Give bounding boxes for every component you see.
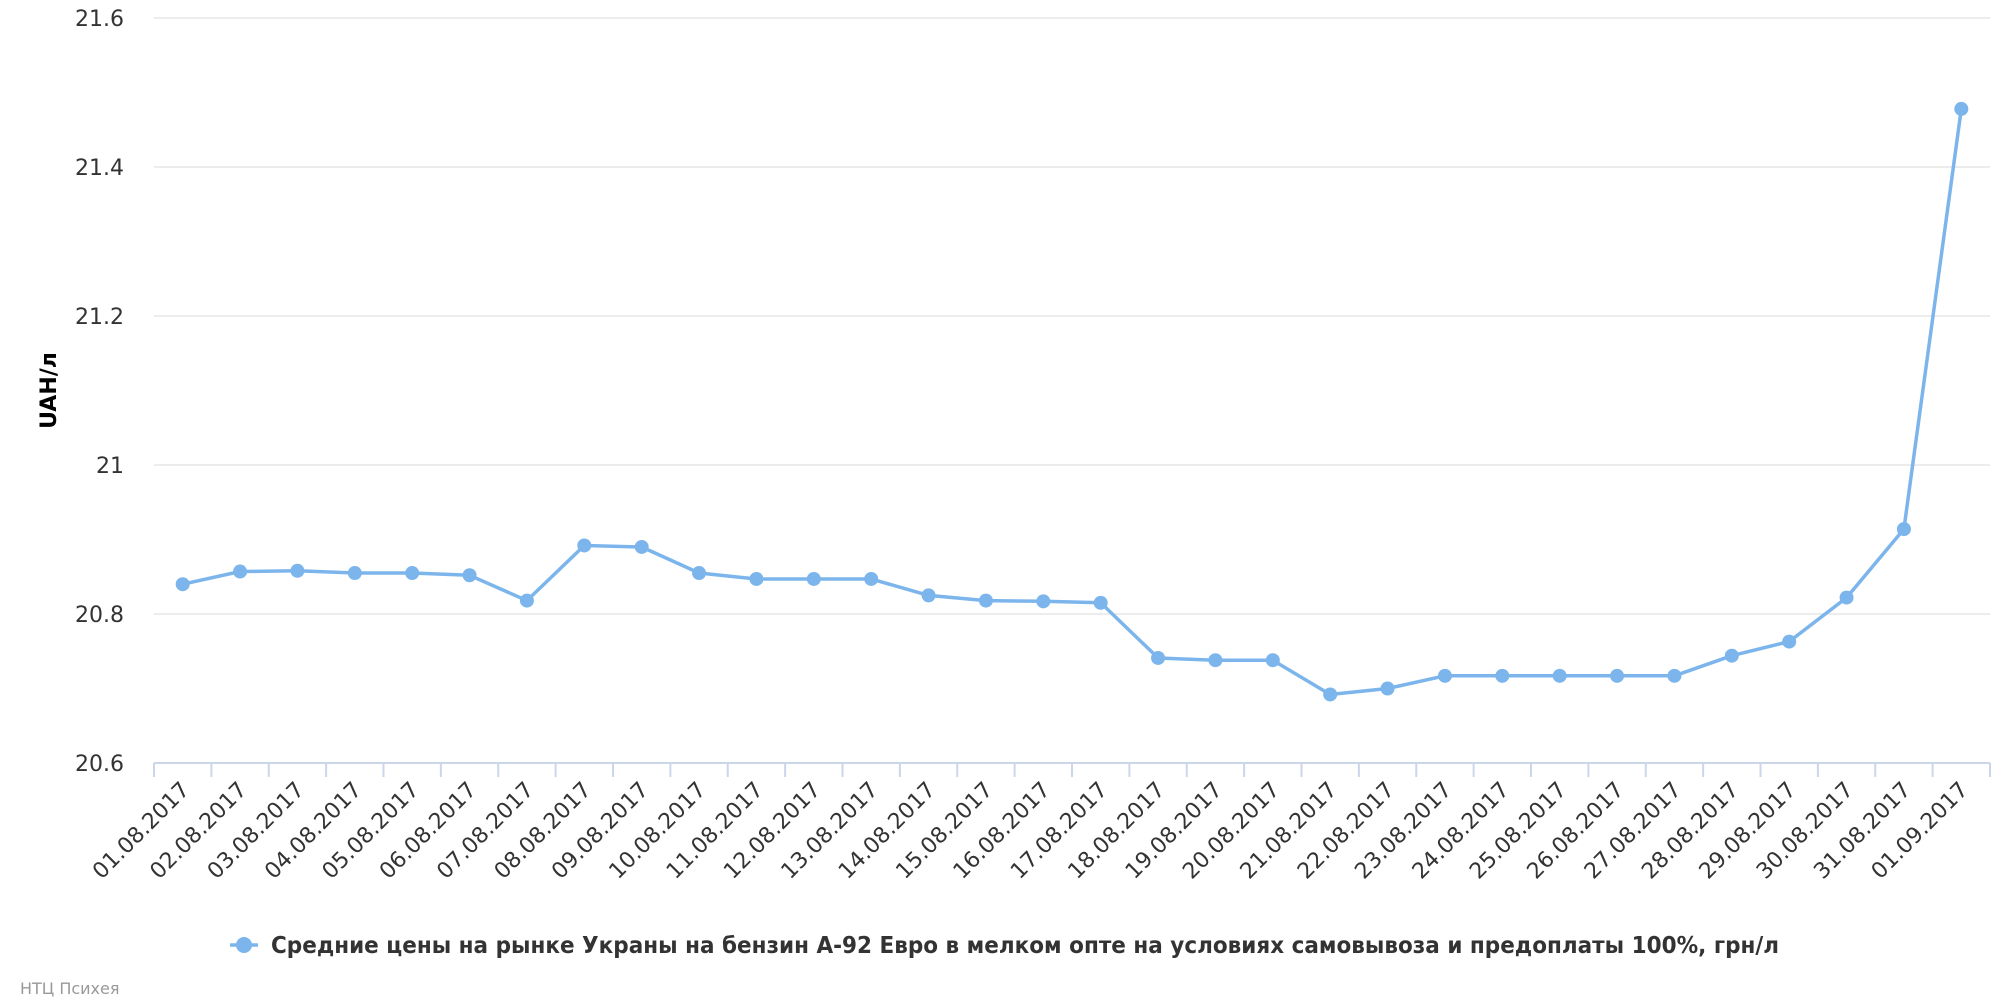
y-tick-label: 21 — [96, 454, 124, 479]
y-tick-label: 20.8 — [75, 603, 124, 628]
data-point[interactable] — [1610, 668, 1625, 683]
data-point[interactable] — [634, 539, 649, 554]
series-line-group — [175, 101, 1969, 702]
gridlines — [154, 17, 1990, 615]
data-point[interactable] — [921, 588, 936, 603]
y-tick-label: 21.4 — [75, 156, 124, 181]
data-point[interactable] — [405, 566, 420, 581]
x-axis-tick-labels: 01.08.201702.08.201703.08.201704.08.2017… — [88, 778, 1973, 885]
series-line — [182, 108, 1964, 697]
data-point[interactable] — [1380, 681, 1395, 696]
data-point[interactable] — [1208, 653, 1223, 668]
data-point[interactable] — [233, 564, 248, 579]
y-axis-title: UAH/л — [37, 352, 62, 429]
data-point[interactable] — [1093, 595, 1108, 610]
data-point[interactable] — [290, 563, 305, 578]
data-point[interactable] — [1495, 668, 1510, 683]
x-axis — [153, 762, 1991, 777]
data-point[interactable] — [175, 577, 190, 592]
data-point[interactable] — [577, 538, 592, 553]
y-tick-label: 21.2 — [75, 305, 124, 330]
data-point[interactable] — [692, 566, 707, 581]
data-point[interactable] — [806, 571, 821, 586]
data-point[interactable] — [1437, 668, 1452, 683]
y-tick-label: 20.6 — [75, 752, 124, 777]
data-point[interactable] — [1323, 687, 1338, 702]
data-point[interactable] — [978, 593, 993, 608]
data-point[interactable] — [749, 571, 764, 586]
data-point[interactable] — [1151, 650, 1166, 665]
data-point[interactable] — [1954, 101, 1969, 116]
data-point[interactable] — [347, 566, 362, 581]
data-point[interactable] — [1036, 594, 1051, 609]
data-point[interactable] — [1782, 634, 1797, 649]
data-point[interactable] — [864, 571, 879, 586]
y-tick-label: 21.6 — [75, 7, 124, 32]
legend[interactable]: Средние цены на рынке Украны на бензин А… — [230, 933, 1779, 959]
data-point[interactable] — [519, 593, 534, 608]
y-axis-tick-labels: 20.6 20.8 21 21.2 21.4 21.6 — [75, 7, 124, 777]
data-point[interactable] — [1724, 648, 1739, 663]
chart-credit[interactable]: НТЦ Психея — [20, 979, 119, 998]
data-point[interactable] — [1265, 653, 1280, 668]
data-point[interactable] — [1839, 590, 1854, 605]
data-point[interactable] — [1552, 668, 1567, 683]
legend-series-marker-icon — [236, 937, 252, 953]
data-point[interactable] — [1667, 668, 1682, 683]
data-point[interactable] — [462, 568, 477, 583]
data-point[interactable] — [1896, 522, 1911, 537]
legend-series-label[interactable]: Средние цены на рынке Украны на бензин А… — [271, 933, 1779, 959]
